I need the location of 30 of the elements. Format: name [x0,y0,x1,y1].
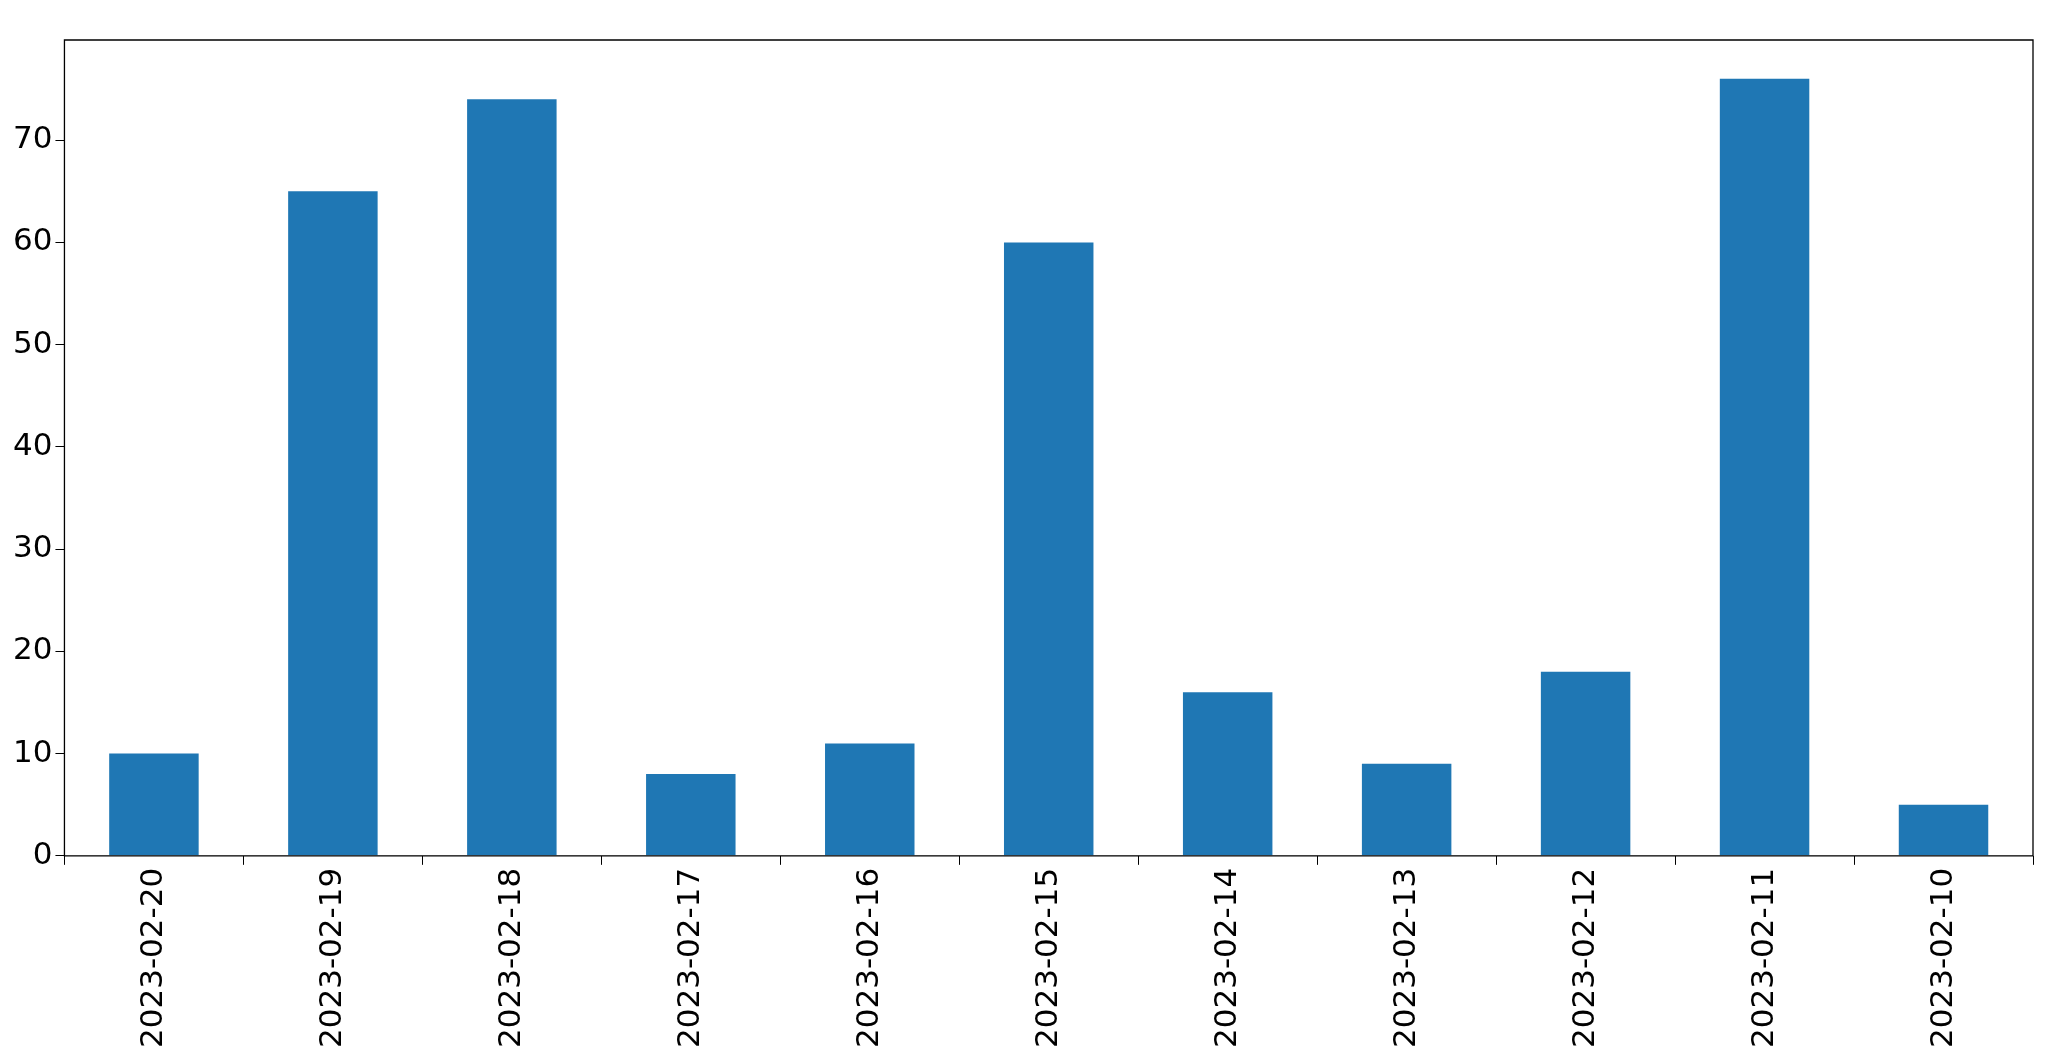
bar [1182,692,1273,856]
x-tick-label: 2023-02-17 [669,867,706,1049]
x-tick-label: 2023-02-18 [490,867,527,1049]
x-tick-label: 2023-02-10 [1922,867,1959,1049]
x-tick-label: 2023-02-12 [1564,867,1601,1049]
x-tick-label: 2023-02-19 [311,867,348,1049]
y-tick-label: 50 [12,323,53,360]
y-tick-label: 30 [12,528,53,565]
y-tick-label: 0 [32,834,53,871]
x-tick-label: 2023-02-20 [132,867,169,1049]
bar [109,753,199,856]
bar [1719,78,1810,856]
bar [1540,671,1631,856]
x-tick-label: 2023-02-15 [1027,867,1064,1049]
bar [288,191,378,856]
y-tick-label: 20 [12,630,53,667]
x-tick-label: 2023-02-11 [1743,867,1780,1049]
x-tick-label: 2023-02-14 [1206,867,1243,1049]
y-tick-label: 60 [12,221,53,258]
bar [825,743,915,856]
bar [646,774,736,856]
bar [1003,242,1094,856]
y-tick-label: 10 [12,732,53,769]
y-tick-label: 40 [12,425,53,462]
bar [467,99,557,856]
x-tick-label: 2023-02-13 [1385,867,1422,1049]
bar [1898,804,1989,856]
bar [1361,763,1452,856]
y-tick-label: 70 [12,119,53,156]
x-tick-label: 2023-02-16 [848,867,885,1049]
